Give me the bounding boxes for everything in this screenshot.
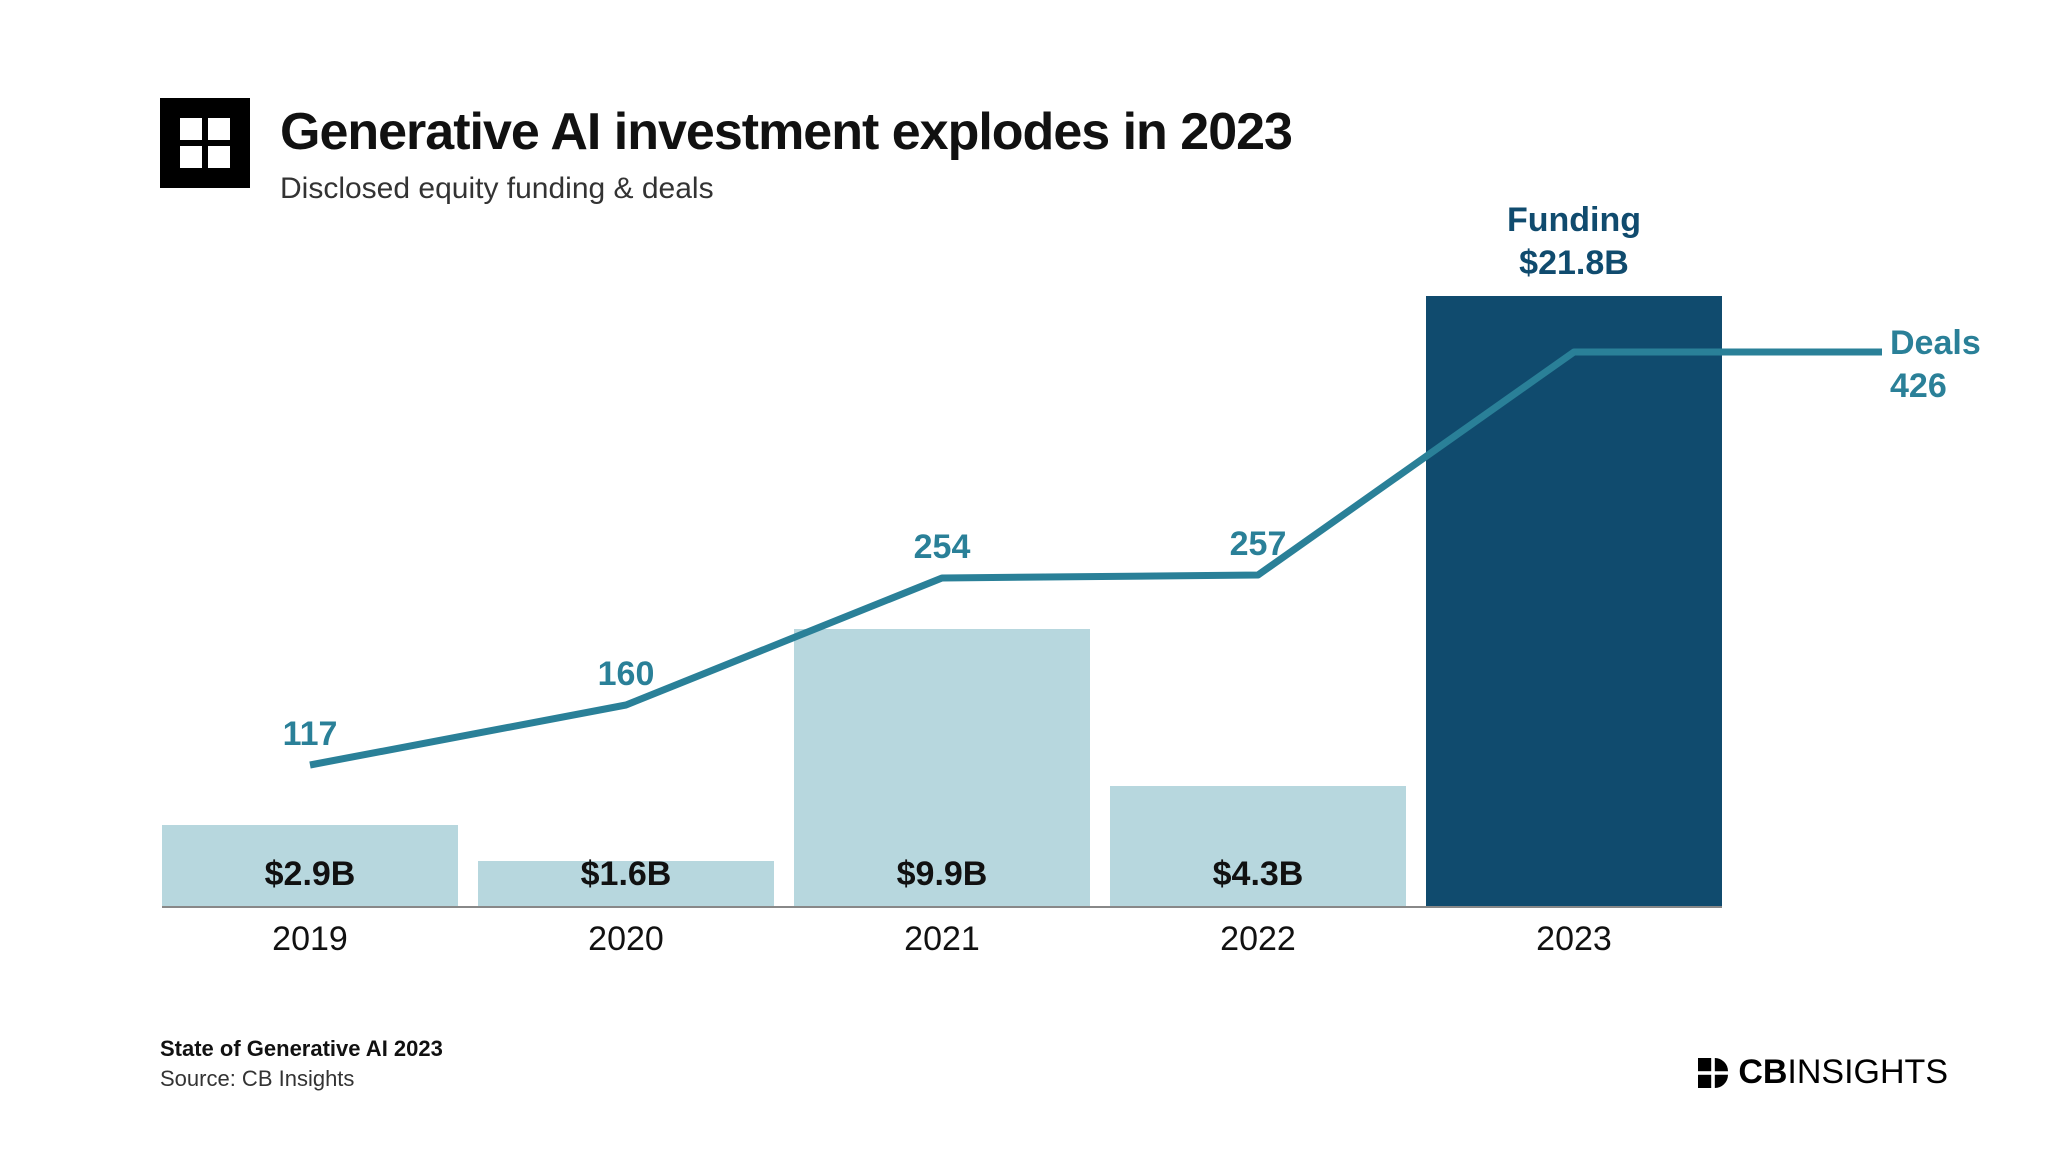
cb-logo-small-icon xyxy=(1698,1058,1728,1088)
deals-line xyxy=(162,260,1942,908)
x-axis-label: 2021 xyxy=(794,920,1090,959)
cbinsights-logo: CBINSIGHTS xyxy=(1698,1053,1948,1092)
brand-bold: CB xyxy=(1738,1053,1787,1091)
brand-text: CBINSIGHTS xyxy=(1738,1053,1948,1092)
chart-subtitle: Disclosed equity funding & deals xyxy=(280,172,1292,206)
x-axis-label: 2019 xyxy=(162,920,458,959)
deals-value-label: 254 xyxy=(794,528,1090,567)
chart-footer: State of Generative AI 2023 Source: CB I… xyxy=(160,1036,1948,1092)
brand-thin: INSIGHTS xyxy=(1787,1053,1948,1091)
x-axis-label: 2022 xyxy=(1110,920,1406,959)
chart-header: Generative AI investment explodes in 202… xyxy=(160,98,1292,206)
report-name: State of Generative AI 2023 xyxy=(160,1036,443,1062)
deals-value-label: 257 xyxy=(1110,525,1406,564)
chart-area: $2.9B$1.6B$9.9B$4.3BFunding$21.8B 201911… xyxy=(120,260,1940,960)
footer-left: State of Generative AI 2023 Source: CB I… xyxy=(160,1036,443,1092)
deals-value-label: 117 xyxy=(162,715,458,754)
title-block: Generative AI investment explodes in 202… xyxy=(280,98,1292,206)
deals-value-label: 160 xyxy=(478,655,774,694)
chart-title: Generative AI investment explodes in 202… xyxy=(280,102,1292,162)
x-axis-label: 2023 xyxy=(1426,920,1722,959)
source-line: Source: CB Insights xyxy=(160,1066,443,1092)
cb-logo-icon xyxy=(160,98,250,188)
deals-end-label: Deals426 xyxy=(1890,322,1981,407)
x-axis-label: 2020 xyxy=(478,920,774,959)
